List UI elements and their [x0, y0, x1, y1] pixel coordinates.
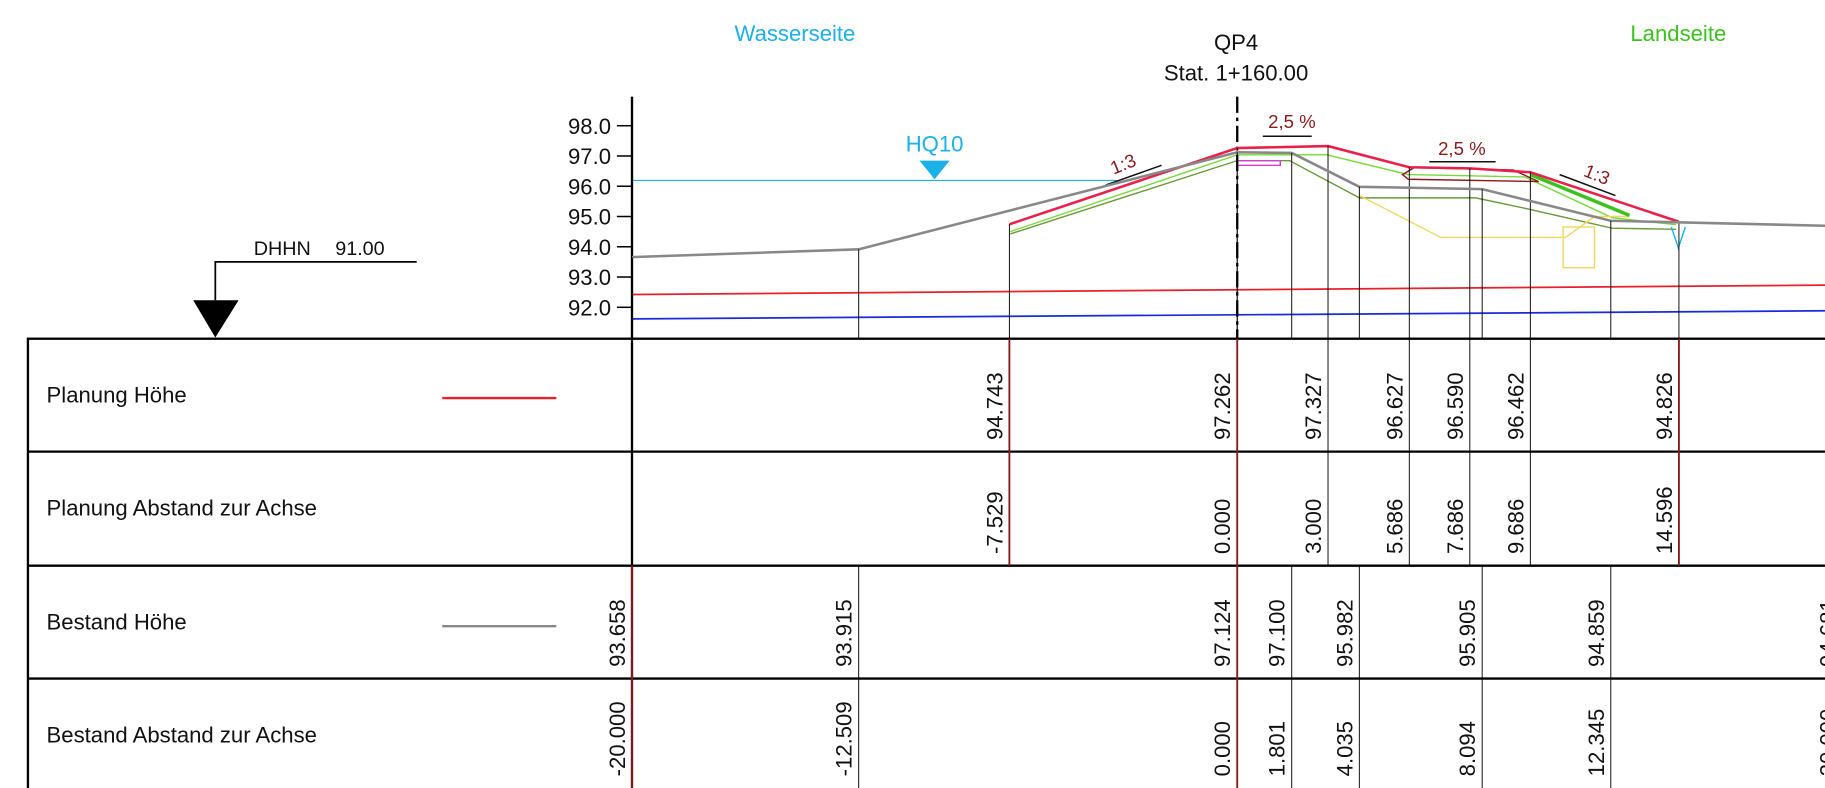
water-side-label: Wasserseite	[735, 21, 856, 46]
row-value: 94.681	[1815, 599, 1825, 667]
row-value: 97.327	[1301, 372, 1326, 440]
row-value: -7.529	[982, 491, 1007, 554]
row-value: 96.462	[1503, 372, 1528, 440]
flood-marker	[919, 160, 950, 180]
axis-tick-label: 97.0	[568, 144, 611, 169]
axis-tick-label: 93.0	[568, 265, 611, 290]
axis-tick-label: 95.0	[568, 205, 611, 230]
row-value: 97.124	[1210, 599, 1235, 667]
slope-label: 2,5 %	[1268, 111, 1316, 132]
row-label: Planung Höhe	[47, 383, 187, 408]
axis-tick-label: 98.0	[568, 114, 611, 139]
profile-line	[631, 150, 1825, 259]
slope-arrows	[1105, 135, 1616, 197]
datum-marker	[193, 300, 239, 338]
red-reference-line	[631, 284, 1825, 296]
datum-leader	[214, 261, 417, 301]
axis-tick-label: 94.0	[568, 235, 611, 260]
land-side-label: Landseite	[1630, 21, 1726, 46]
row-value: 93.658	[605, 599, 630, 667]
slope-label: 2,5 %	[1438, 138, 1486, 159]
row-value: 96.627	[1382, 372, 1407, 440]
row-value: -20.000	[605, 701, 630, 776]
row-value: 94.743	[982, 372, 1007, 440]
axis-tick-label: 96.0	[568, 174, 611, 199]
design-details	[1010, 154, 1686, 269]
row-value: 94.826	[1652, 372, 1677, 440]
row-value: 5.686	[1382, 499, 1407, 554]
flood-label: HQ10	[906, 131, 964, 156]
datum-label: DHHN	[254, 238, 311, 260]
row-value: 7.686	[1443, 499, 1468, 554]
row-value: 95.982	[1332, 599, 1357, 667]
row-value: 4.035	[1332, 721, 1357, 776]
row-value: 20.000	[1815, 709, 1825, 777]
row-value: 95.905	[1455, 599, 1480, 667]
row-value: 97.100	[1265, 599, 1290, 667]
row-value: 93.915	[832, 599, 857, 667]
row-label: Bestand Abstand zur Achse	[47, 723, 317, 748]
row-value: 8.094	[1455, 721, 1480, 776]
row-value: 3.000	[1301, 499, 1326, 554]
row-value: -12.509	[832, 701, 857, 776]
row-value: 96.590	[1443, 372, 1468, 440]
row-value: 94.859	[1584, 599, 1609, 667]
row-value: 0.000	[1210, 499, 1235, 554]
row-value: 14.596	[1652, 486, 1677, 554]
row-label: Planung Abstand zur Achse	[47, 496, 317, 521]
station-label: Stat. 1+160.00	[1164, 60, 1308, 85]
profile-title: QP4	[1214, 30, 1258, 55]
row-value: 0.000	[1210, 721, 1235, 776]
row-value: 12.345	[1584, 709, 1609, 777]
row-value: 1.801	[1265, 721, 1290, 776]
table-frame	[26, 337, 1825, 788]
row-value: 9.686	[1503, 499, 1528, 554]
axis-tick-label: 92.0	[568, 295, 611, 320]
slope-label: 1:3	[1107, 149, 1139, 178]
blue-reference-line	[631, 309, 1825, 320]
row-value: 97.262	[1210, 372, 1235, 440]
datum-height: 91.00	[335, 238, 384, 260]
row-label: Bestand Höhe	[47, 610, 187, 635]
